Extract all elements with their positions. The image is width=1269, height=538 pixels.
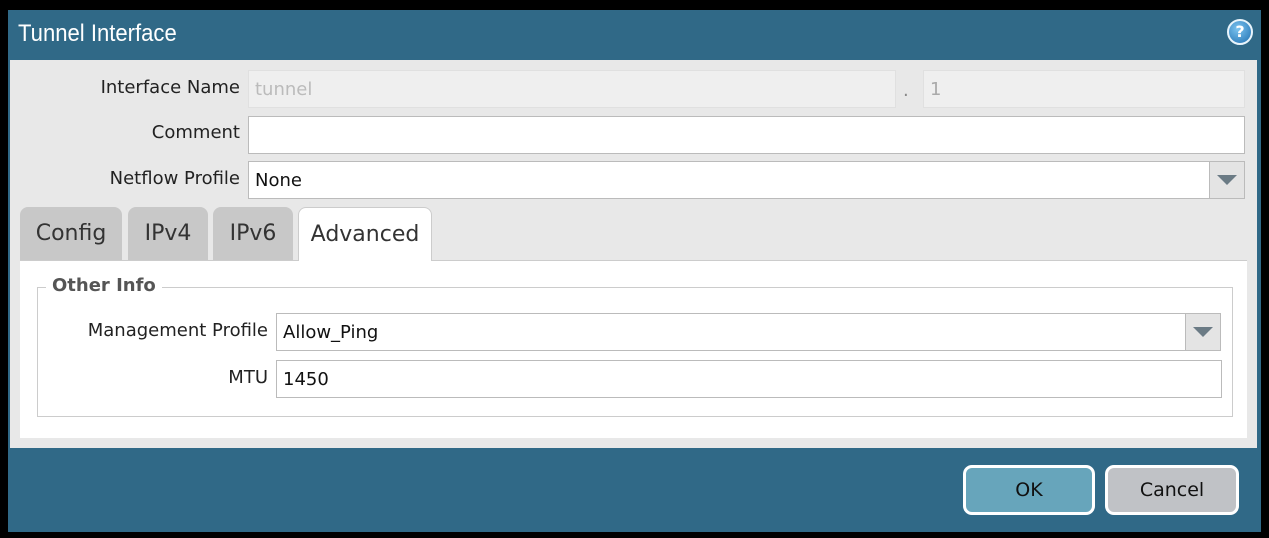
netflow-profile-label: Netflow Profile bbox=[109, 168, 240, 189]
management-profile-label: Management Profile bbox=[87, 320, 268, 341]
tab-advanced[interactable]: Advanced bbox=[298, 207, 432, 261]
comment-input[interactable] bbox=[248, 116, 1245, 154]
management-profile-select[interactable]: Allow_Ping bbox=[276, 313, 1186, 351]
mtu-label: MTU bbox=[228, 367, 268, 388]
interface-separator: . bbox=[903, 80, 909, 101]
dialog-title: Tunnel Interface bbox=[18, 20, 177, 47]
netflow-profile-select[interactable]: None bbox=[248, 161, 1210, 199]
management-dropdown-button[interactable] bbox=[1185, 313, 1221, 351]
advanced-panel: Other Info Management Profile Allow_Ping… bbox=[20, 260, 1247, 438]
mtu-input[interactable]: 1450 bbox=[276, 360, 1222, 398]
dialog-body: Interface Name tunnel . 1 Comment Netflo… bbox=[10, 60, 1257, 448]
chevron-down-icon bbox=[1193, 327, 1213, 337]
chevron-down-icon bbox=[1217, 175, 1237, 185]
other-info-group: Other Info Management Profile Allow_Ping… bbox=[37, 275, 1233, 417]
help-icon[interactable]: ? bbox=[1227, 19, 1253, 45]
comment-label: Comment bbox=[151, 122, 240, 143]
interface-unit-input[interactable]: 1 bbox=[923, 70, 1245, 108]
ok-button[interactable]: OK bbox=[963, 465, 1095, 515]
tunnel-interface-dialog: Tunnel Interface ? Interface Name tunnel… bbox=[8, 10, 1261, 532]
cancel-button[interactable]: Cancel bbox=[1105, 465, 1239, 515]
tab-config[interactable]: Config bbox=[20, 207, 122, 260]
tab-ipv6[interactable]: IPv6 bbox=[213, 207, 293, 260]
other-info-legend: Other Info bbox=[46, 275, 162, 296]
netflow-dropdown-button[interactable] bbox=[1209, 161, 1245, 199]
interface-name-label: Interface Name bbox=[100, 77, 240, 98]
interface-name-input[interactable]: tunnel bbox=[248, 70, 896, 108]
tab-ipv4[interactable]: IPv4 bbox=[128, 207, 208, 260]
